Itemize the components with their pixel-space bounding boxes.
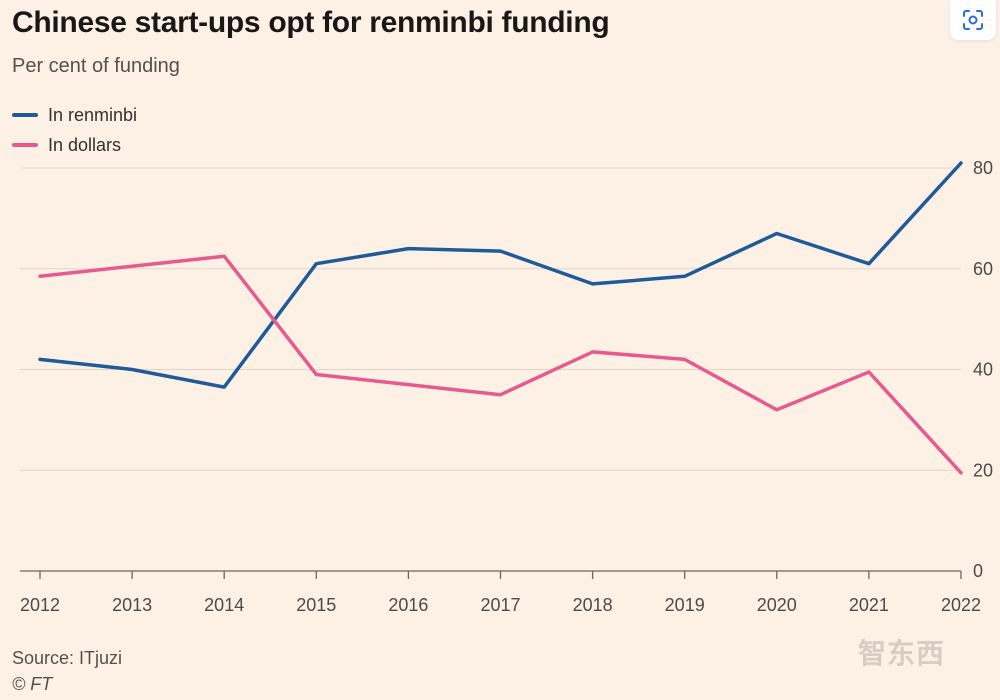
legend-label-dollars: In dollars: [48, 134, 122, 155]
x-tick-label: 2018: [573, 595, 613, 615]
x-tick-label: 2015: [296, 595, 336, 615]
x-tick-label: 2014: [204, 595, 244, 615]
y-tick-label: 60: [973, 259, 993, 279]
x-tick-label: 2020: [757, 595, 797, 615]
y-tick-label: 40: [973, 360, 993, 380]
watermark: 智东西: [858, 638, 946, 669]
chart-title: Chinese start-ups opt for renminbi fundi…: [12, 6, 610, 39]
legend-item-renminbi: In renminbi: [12, 100, 137, 130]
series-line-dollars: [38, 254, 963, 475]
legend: In renminbi In dollars: [12, 100, 137, 160]
credit-note: © FT: [12, 674, 53, 694]
legend-swatch-renminbi: [12, 113, 38, 117]
legend-item-dollars: In dollars: [12, 130, 137, 160]
chart-subtitle: Per cent of funding: [12, 55, 180, 77]
y-tick-label: 0: [973, 561, 983, 581]
x-tick-label: 2017: [480, 595, 520, 615]
x-tick-label: 2022: [941, 595, 981, 615]
y-tick-label: 80: [973, 158, 993, 178]
legend-swatch-dollars: [12, 143, 38, 147]
x-tick-label: 2012: [20, 595, 60, 615]
x-tick-label: 2019: [665, 595, 705, 615]
x-tick-label: 2016: [388, 595, 428, 615]
y-tick-label: 20: [973, 460, 993, 480]
source-note: Source: ITjuzi: [12, 648, 123, 668]
series-line-renminbi: [38, 161, 963, 389]
x-tick-label: 2013: [112, 595, 152, 615]
zoom-scan-icon: [963, 10, 983, 30]
zoom-button[interactable]: [950, 0, 996, 40]
legend-label-renminbi: In renminbi: [48, 104, 138, 125]
x-tick-label: 2021: [849, 595, 889, 615]
